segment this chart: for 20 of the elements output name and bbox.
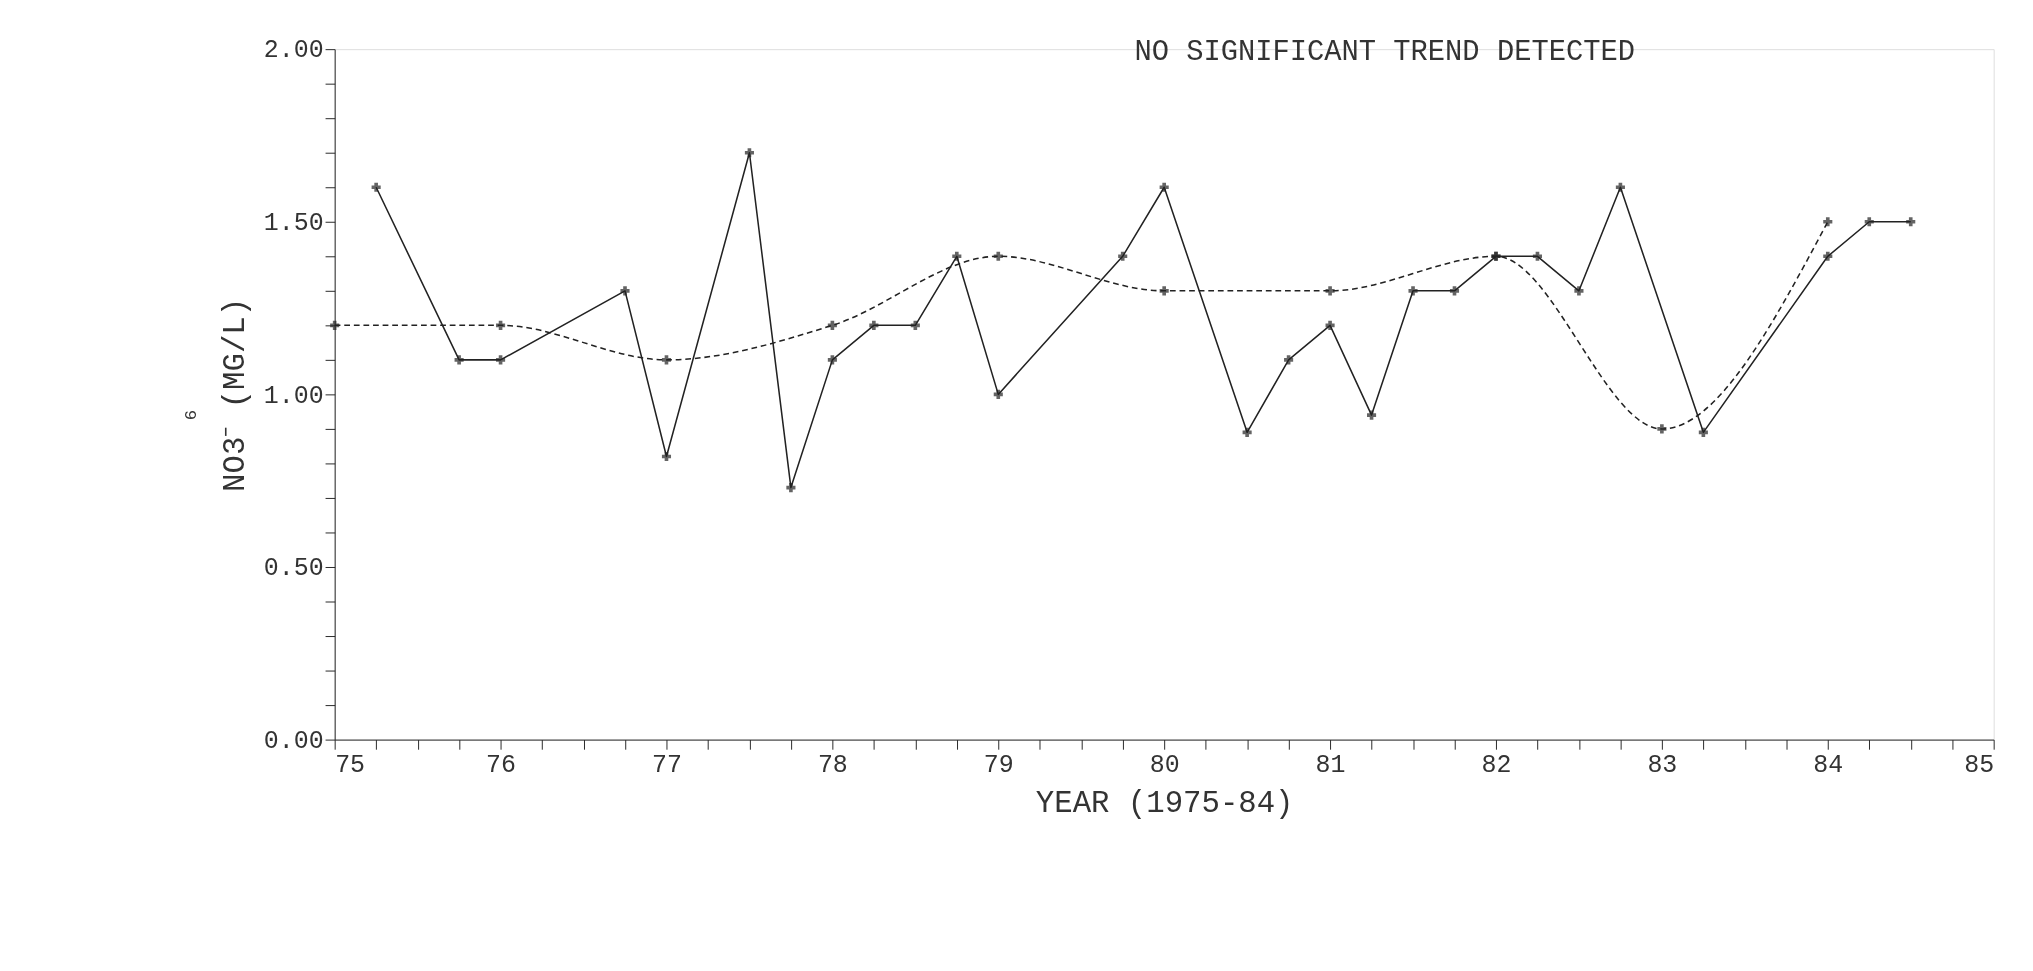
x-tick-label: 82 (1481, 750, 1512, 779)
x-axis-title: YEAR (1975-84) (1035, 786, 1294, 822)
x-tick-label: 83 (1647, 750, 1678, 779)
chart-title: NO SIGNIFICANT TREND DETECTED (1134, 35, 1635, 69)
y-tick-label: 2.00 (263, 36, 324, 65)
x-tick-label: 80 (1149, 750, 1180, 779)
x-tick-label: 84 (1813, 750, 1844, 779)
x-tick-label: 85 (1964, 750, 1995, 779)
y-tick-label: 0.50 (263, 554, 324, 583)
x-tick-label: 75 (335, 750, 366, 779)
x-tick-label: 76 (486, 750, 517, 779)
y-axis-title: NO3⁻ (MG/L) (217, 297, 253, 492)
y-tick-label: 1.50 (263, 208, 324, 237)
y-tick-label: 0.00 (263, 726, 324, 755)
y-tick-label: 1.00 (263, 381, 324, 410)
x-tick-label: 77 (652, 750, 682, 779)
x-tick-label: 81 (1315, 750, 1346, 779)
x-tick-label: 78 (817, 750, 848, 779)
text: 6 (181, 409, 201, 421)
x-tick-label: 79 (983, 750, 1014, 779)
